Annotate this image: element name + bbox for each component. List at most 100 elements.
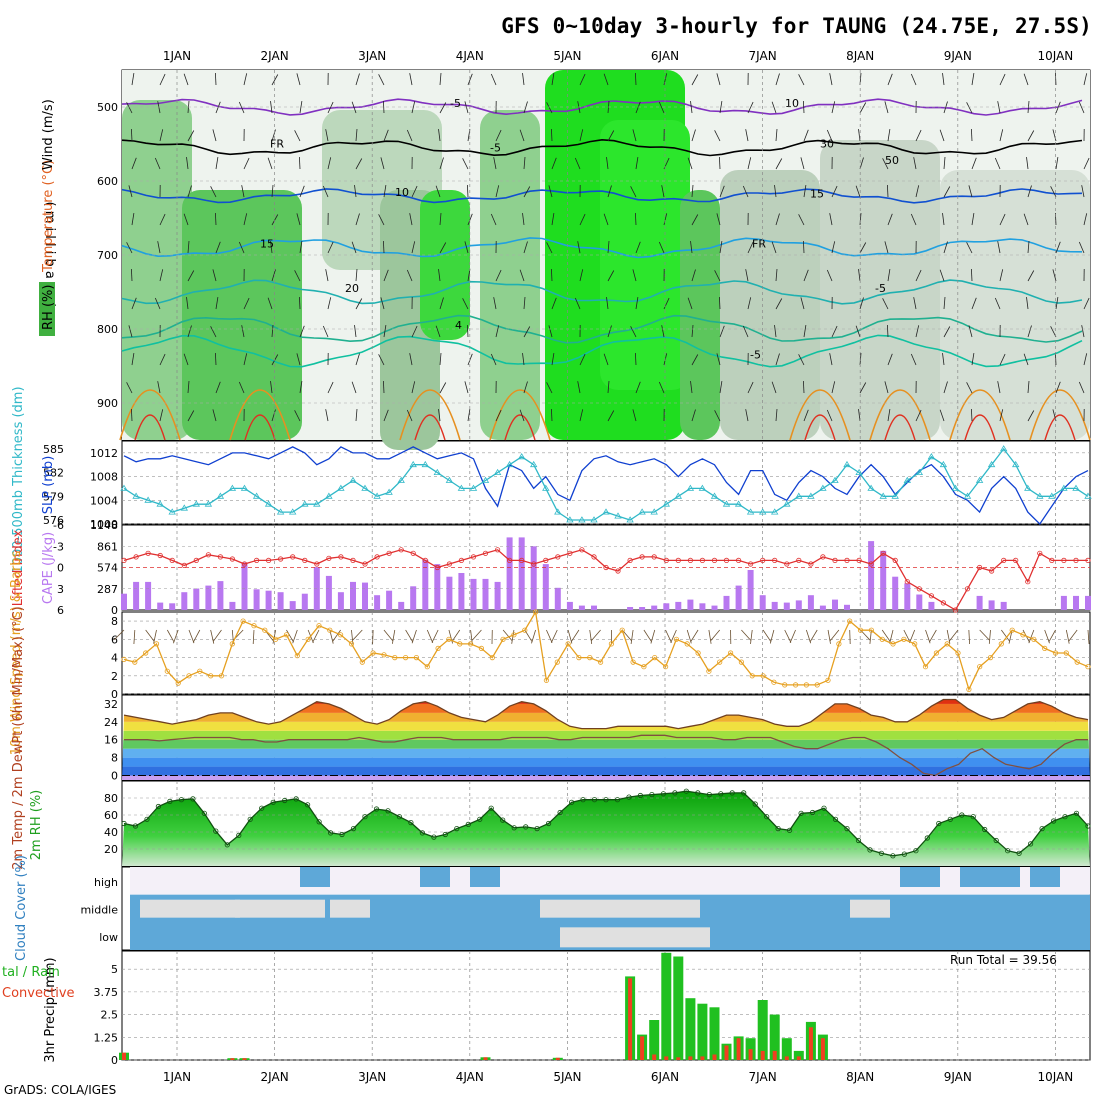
wind-barb xyxy=(187,240,190,254)
wind-barb xyxy=(943,296,946,310)
cape-bar xyxy=(988,600,995,610)
rh-2m-marker xyxy=(316,819,322,825)
wind-barb-10m xyxy=(949,629,959,642)
wind-barb xyxy=(913,297,917,310)
cape-bar xyxy=(868,541,875,610)
wind-speed-marker xyxy=(955,650,961,656)
wind-barb xyxy=(635,352,637,366)
wind-barb xyxy=(186,157,189,170)
isotherm-label: -5 xyxy=(490,141,501,154)
temperature-contour xyxy=(121,188,1083,204)
wind-barb xyxy=(551,73,555,86)
wind-barb xyxy=(126,382,133,394)
wind-speed-marker xyxy=(630,659,636,665)
wind-barb-10m xyxy=(1044,629,1050,644)
wind-speed-marker xyxy=(543,677,550,683)
wind-barb xyxy=(1078,381,1085,394)
cloud-high-block xyxy=(900,867,940,887)
wind-speed-marker xyxy=(229,641,235,647)
wind-barb xyxy=(691,184,694,198)
wind-barb xyxy=(409,213,413,226)
rh-tick-label: 40 xyxy=(104,826,118,839)
lifted-index-marker xyxy=(880,550,886,556)
rh-axis-label: RH (%) xyxy=(41,285,56,330)
precip-total-bar xyxy=(781,1038,792,1060)
wind-speed-marker xyxy=(922,664,929,670)
wind-barb xyxy=(355,128,358,142)
rh-2m-marker xyxy=(729,790,735,796)
rh-2m-marker xyxy=(442,831,448,838)
wind-barb xyxy=(687,297,693,310)
wind-barb xyxy=(325,409,329,422)
lifted-index-marker xyxy=(350,557,356,564)
rh-tick-label: 60 xyxy=(104,809,118,822)
wind-barb xyxy=(999,73,1006,86)
wind-barb xyxy=(915,129,922,142)
wind-speed-marker xyxy=(868,627,875,633)
wind-barb xyxy=(1027,270,1035,282)
cape-tick-label: 0 xyxy=(111,604,118,617)
wind-barb xyxy=(467,184,469,198)
wind-speed-marker xyxy=(782,682,788,688)
cape-bar xyxy=(735,585,742,610)
pressure-tick-label: 600 xyxy=(97,175,118,188)
wind-barb-10m xyxy=(372,629,374,645)
cloud-mid-block xyxy=(140,899,240,918)
wind-speed-marker xyxy=(283,632,290,638)
isotherm-label: 20 xyxy=(345,282,359,295)
wind-speed-marker xyxy=(933,650,940,656)
date-label-top: 1JAN xyxy=(163,49,191,63)
wind-barb xyxy=(546,102,553,114)
thickness-marker xyxy=(457,484,466,491)
wind-barb xyxy=(714,130,721,142)
wind-barb xyxy=(884,241,889,254)
wind-barb xyxy=(607,270,615,282)
rh-shading-region xyxy=(182,190,302,440)
rh-2m-marker xyxy=(213,828,219,834)
wind-barb xyxy=(490,73,497,86)
wind-tick-label: 4 xyxy=(111,652,118,665)
wind-barb xyxy=(966,382,973,394)
wind-barb xyxy=(747,241,754,254)
wind-barb xyxy=(997,241,1001,254)
date-label-bottom: 2JAN xyxy=(261,1070,289,1084)
isotherm-label: -5 xyxy=(450,97,461,110)
wind-speed-marker xyxy=(673,636,680,642)
wind-barb-10m xyxy=(531,629,536,644)
wind-barb xyxy=(803,409,809,422)
wind-barb xyxy=(490,353,497,366)
cape-bar xyxy=(181,592,188,610)
thickness-marker xyxy=(144,496,152,503)
wind-barb xyxy=(915,185,920,198)
wind-barb xyxy=(910,73,917,86)
wind-speed-marker xyxy=(305,636,311,642)
wind-barb-10m xyxy=(806,629,812,644)
rh-2m-marker xyxy=(385,808,391,814)
wind-speed-marker xyxy=(424,664,430,670)
thickness-marker xyxy=(626,516,634,523)
wind-barb xyxy=(968,185,973,198)
lifted-index-marker xyxy=(506,557,513,564)
wind-barb xyxy=(943,156,946,170)
wind-barb xyxy=(355,268,358,282)
wind-speed-marker xyxy=(1052,650,1059,656)
thickness-marker xyxy=(409,460,417,468)
rh-shading-region xyxy=(480,110,540,440)
wind-barb-10m xyxy=(312,629,320,643)
wind-barb xyxy=(327,381,334,394)
wind-barb xyxy=(159,129,164,142)
date-label-top: 2JAN xyxy=(261,49,289,63)
cape-bar xyxy=(783,602,790,610)
wind-barb xyxy=(351,241,357,254)
wind-barb-10m xyxy=(212,629,222,642)
wind-barb xyxy=(913,157,917,170)
rh-2m-marker xyxy=(431,834,437,840)
wind-barb xyxy=(215,297,219,310)
wind-speed-marker xyxy=(706,668,712,674)
wind-barb-10m xyxy=(292,629,298,644)
wind-barb xyxy=(774,185,777,198)
wind-barb-10m xyxy=(550,629,558,643)
wind-speed-marker xyxy=(1063,650,1069,656)
lifted-index-marker xyxy=(157,552,163,559)
thickness-marker xyxy=(204,500,213,507)
